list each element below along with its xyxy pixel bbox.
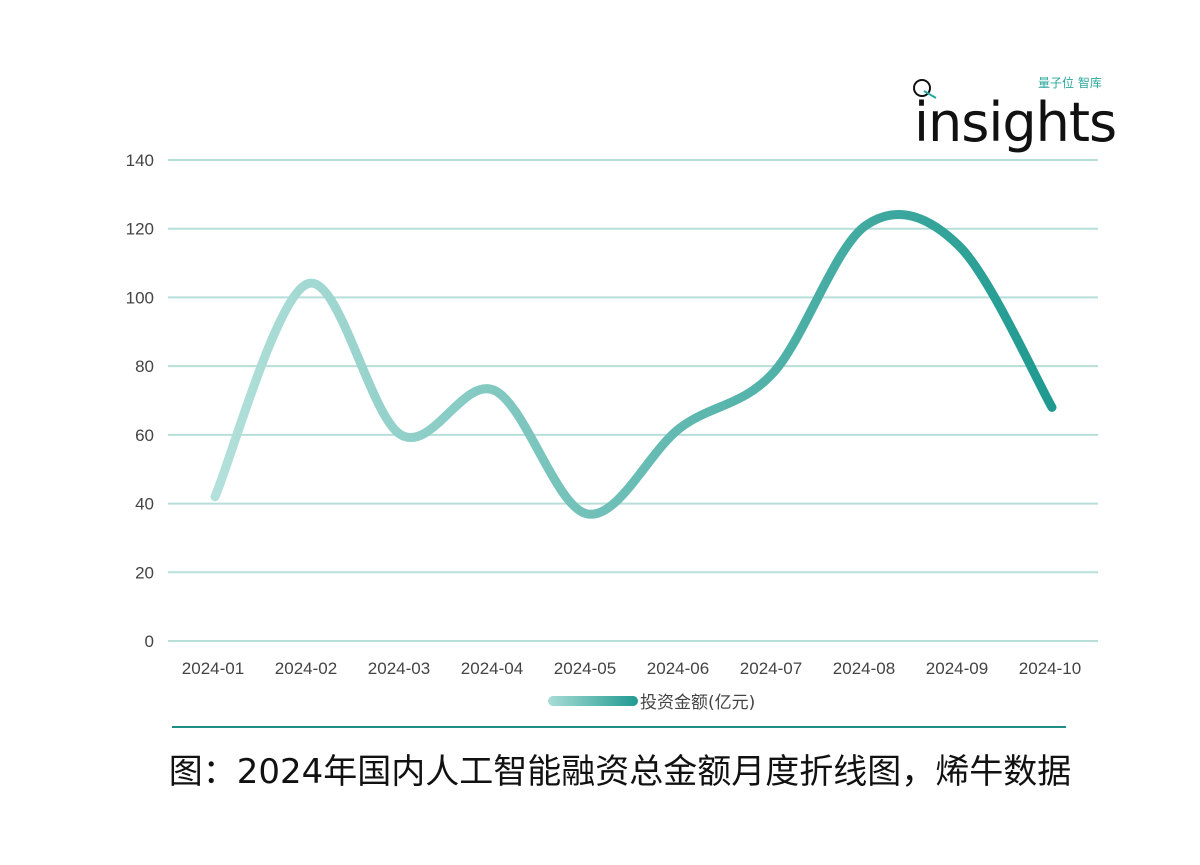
logo-subtitle: 量子位 智库	[1038, 76, 1102, 90]
caption: 图：2024年国内人工智能融资总金额月度折线图，烯牛数据	[168, 752, 1072, 792]
legend-label: 投资金额(亿元)	[640, 693, 756, 713]
y-tick-label: 80	[135, 357, 154, 376]
q-logo-icon	[913, 79, 937, 99]
x-tick-label: 2024-01	[182, 659, 244, 678]
logo-word: insights	[914, 91, 1117, 154]
x-tick-label: 2024-05	[554, 659, 616, 678]
x-tick-label: 2024-04	[461, 659, 523, 678]
x-tick-label: 2024-07	[740, 659, 802, 678]
x-tick-label: 2024-03	[368, 659, 430, 678]
legend-swatch	[548, 695, 638, 706]
y-tick-label: 100	[126, 288, 154, 307]
x-tick-label: 2024-10	[1019, 659, 1081, 678]
insights-logo	[912, 74, 942, 104]
y-tick-label: 0	[145, 632, 154, 651]
y-tick-label: 40	[135, 495, 154, 514]
divider	[172, 726, 1066, 728]
x-tick-label: 2024-09	[926, 659, 988, 678]
y-tick-label: 20	[135, 563, 154, 582]
series-line	[210, 209, 1057, 519]
y-tick-label: 140	[126, 151, 154, 170]
x-tick-label: 2024-06	[647, 659, 709, 678]
x-tick-label: 2024-02	[275, 659, 337, 678]
legend: 投资金额(亿元)	[548, 688, 755, 713]
x-tick-label: 2024-08	[833, 659, 895, 678]
y-tick-label: 60	[135, 426, 154, 445]
y-tick-label: 120	[126, 220, 154, 239]
